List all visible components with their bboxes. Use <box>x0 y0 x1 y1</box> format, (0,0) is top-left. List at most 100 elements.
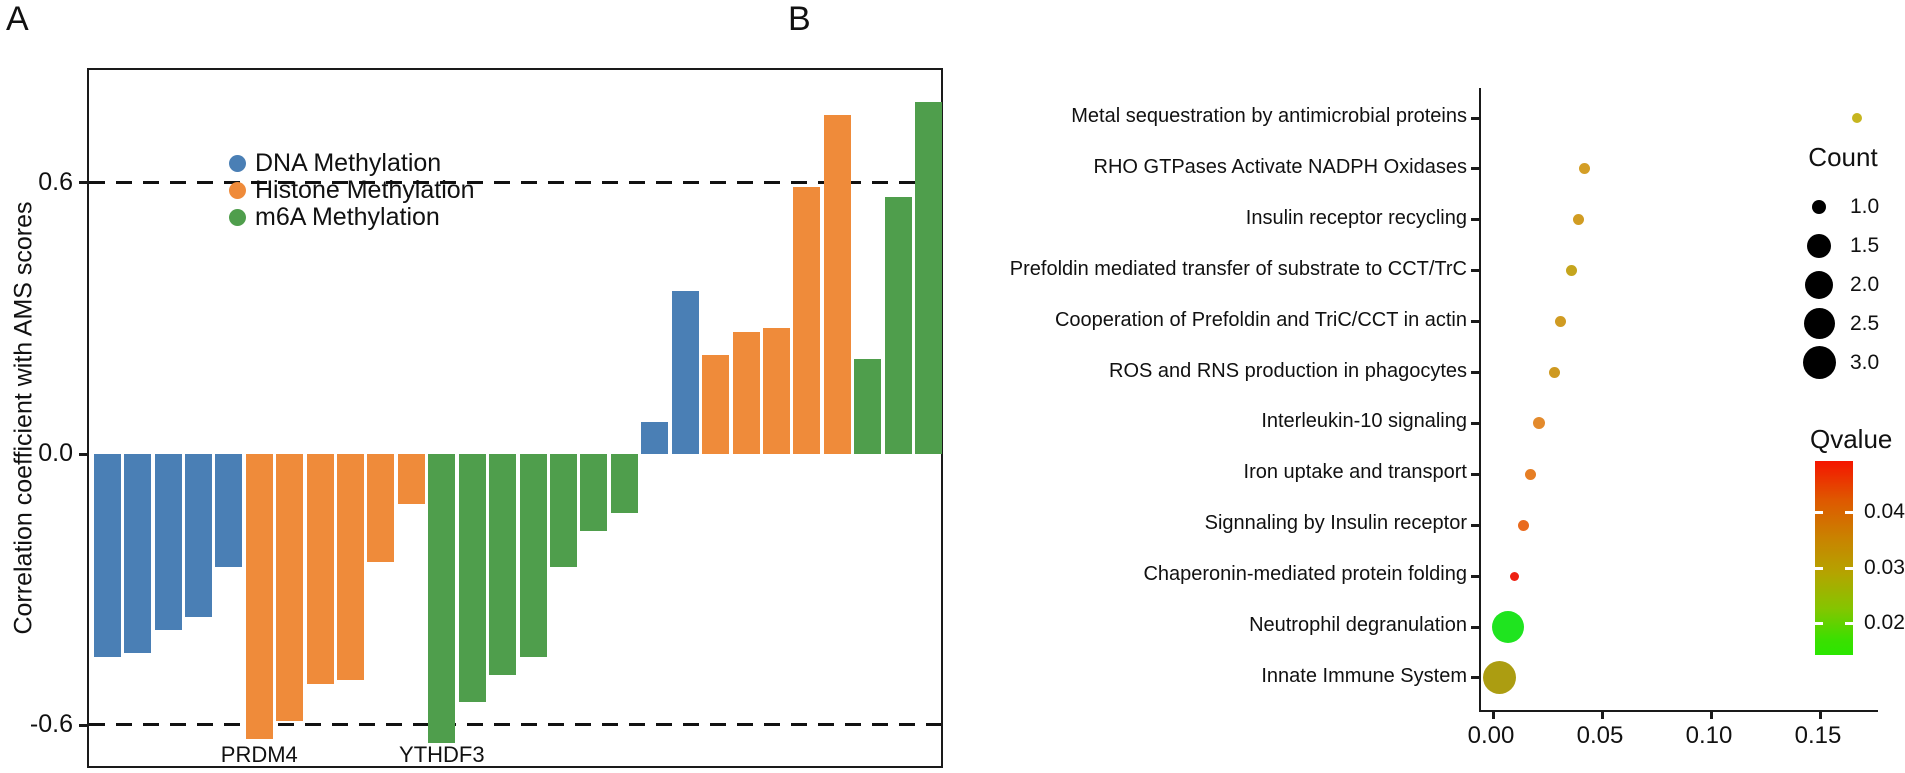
x-tick-mark <box>1491 710 1495 719</box>
legend-dot-icon <box>229 182 246 199</box>
legend-label: Histone Methylation <box>255 176 475 204</box>
pathway-dot-11 <box>1483 661 1517 695</box>
colorbar-tick-mark <box>1815 621 1823 625</box>
colorbar-tick-mark <box>1845 621 1853 625</box>
x-tick-label: 0.05 <box>1576 722 1624 749</box>
pathway-label-2: Insulin receptor recycling <box>1245 206 1467 229</box>
pathway-dot-4 <box>1555 316 1567 328</box>
bar-m6a-16 <box>580 454 608 531</box>
bar-histone-20 <box>702 354 730 454</box>
count-legend-rows: 1.0 1.5 2.0 2.5 3.0 <box>1788 187 1905 382</box>
qvalue-legend-title: Qvalue <box>1810 424 1893 454</box>
count-dot-cell <box>1788 233 1850 258</box>
row-tick-mark <box>1471 676 1481 680</box>
pathway-label-3: Prefoldin mediated transfer of substrate… <box>1009 257 1467 280</box>
pathway-dot-7 <box>1524 468 1536 480</box>
count-legend-item-0: 1.0 <box>1788 187 1905 226</box>
count-label: 1.0 <box>1850 194 1880 218</box>
legend-dot-icon <box>229 209 246 226</box>
count-dot-icon <box>1802 346 1836 379</box>
row-tick-mark <box>1471 320 1481 324</box>
count-dot-cell <box>1788 199 1850 214</box>
colorbar-tick-mark <box>1845 566 1853 570</box>
panel-a-y-axis-title: Correlation coefficient with AMS scores <box>9 201 38 635</box>
pathway-dot-0 <box>1852 113 1863 123</box>
bar-histone-24 <box>823 115 851 454</box>
pathway-dot-10 <box>1492 611 1525 643</box>
colorbar-tick-mark <box>1845 510 1853 514</box>
pathway-dot-1 <box>1579 163 1591 175</box>
pathway-label-11: Innate Immune System <box>1261 664 1467 687</box>
colorbar-tick-mark <box>1815 566 1823 570</box>
colorbar-tick-mark <box>1815 510 1823 514</box>
bar-m6a-15 <box>550 454 577 567</box>
y-tick-label: 0.0 <box>38 439 73 467</box>
legend-item-0: DNA Methylation <box>229 149 475 177</box>
bar-dna-2 <box>154 454 182 631</box>
bar-m6a-27 <box>915 101 943 454</box>
x-tick-label: 0.00 <box>1467 722 1515 749</box>
y-tick-mark <box>79 723 89 727</box>
legend-dot-icon <box>229 155 246 172</box>
x-tick-label: 0.10 <box>1685 722 1733 749</box>
qvalue-tick-label: 0.03 <box>1864 556 1905 579</box>
count-legend-item-3: 2.5 <box>1788 304 1905 343</box>
reference-line-neg-0.6 <box>89 723 941 726</box>
count-legend-item-1: 1.5 <box>1788 226 1905 265</box>
row-tick-mark <box>1471 218 1481 222</box>
row-tick-mark <box>1471 371 1481 374</box>
pathway-label-1: RHO GTPases Activate NADPH Oxidases <box>1093 155 1467 178</box>
count-dot-cell <box>1788 346 1850 379</box>
pathway-label-0: Metal sequestration by antimicrobial pro… <box>1071 105 1467 127</box>
bar-m6a-11 <box>428 454 456 744</box>
bar-histone-7 <box>306 454 334 685</box>
count-dot-icon <box>1805 270 1833 299</box>
y-tick-label: 0.6 <box>38 167 73 196</box>
pathway-label-7: Iron uptake and transport <box>1243 461 1467 484</box>
bar-m6a-14 <box>519 454 547 658</box>
legend-item-2: m6A Methylation <box>229 203 475 231</box>
bar-histone-6 <box>276 454 304 721</box>
count-dot-cell <box>1788 270 1850 299</box>
panel-b-label: B <box>788 0 811 38</box>
count-legend-item-2: 2.0 <box>1788 265 1905 304</box>
bar-m6a-25 <box>854 359 882 454</box>
count-dot-icon <box>1812 199 1826 214</box>
row-tick-mark <box>1471 167 1481 171</box>
count-dot-cell <box>1788 308 1850 339</box>
bar-histone-8 <box>337 454 365 680</box>
pathway-dot-3 <box>1565 265 1577 277</box>
bar-dna-0 <box>93 454 121 658</box>
count-dot-icon <box>1803 308 1835 339</box>
pathway-label-8: Signnaling by Insulin receptor <box>1204 512 1467 535</box>
pathway-dot-5 <box>1548 367 1560 378</box>
row-tick-mark <box>1471 421 1481 425</box>
legend-item-1: Histone Methylation <box>229 176 475 204</box>
bar-histone-21 <box>732 332 760 454</box>
bar-m6a-17 <box>610 454 638 513</box>
panel-a-legend: DNA Methylation Histone Methylation m6A Me… <box>229 149 475 231</box>
x-tick-mark <box>1818 710 1822 719</box>
bar-histone-9 <box>367 454 395 563</box>
qvalue-legend: Qvalue 0.04 0.03 0.02 <box>1810 424 1905 655</box>
bar-histone-22 <box>762 327 790 454</box>
count-label: 2.0 <box>1850 272 1880 296</box>
bar-dna-3 <box>184 454 212 617</box>
gene-label-prdm4: PRDM4 <box>220 742 298 767</box>
pathway-label-10: Neutrophil degranulation <box>1249 614 1467 636</box>
row-tick-mark <box>1471 523 1481 527</box>
y-tick-mark <box>79 452 89 456</box>
reference-line-pos-0.6 <box>89 181 941 184</box>
bar-m6a-26 <box>884 196 912 454</box>
count-legend-item-4: 3.0 <box>1788 343 1905 382</box>
row-tick-mark <box>1471 116 1481 120</box>
bar-dna-19 <box>671 291 699 454</box>
pathway-dot-9 <box>1510 571 1520 581</box>
legend-label: m6A Methylation <box>255 203 440 231</box>
bar-m6a-12 <box>458 454 486 703</box>
qvalue-tick-label: 0.02 <box>1864 611 1905 634</box>
bar-histone-5 <box>245 454 273 739</box>
panel-a-label: A <box>6 0 29 38</box>
qvalue-tick-label: 0.04 <box>1864 500 1905 523</box>
y-tick-mark <box>79 181 89 185</box>
